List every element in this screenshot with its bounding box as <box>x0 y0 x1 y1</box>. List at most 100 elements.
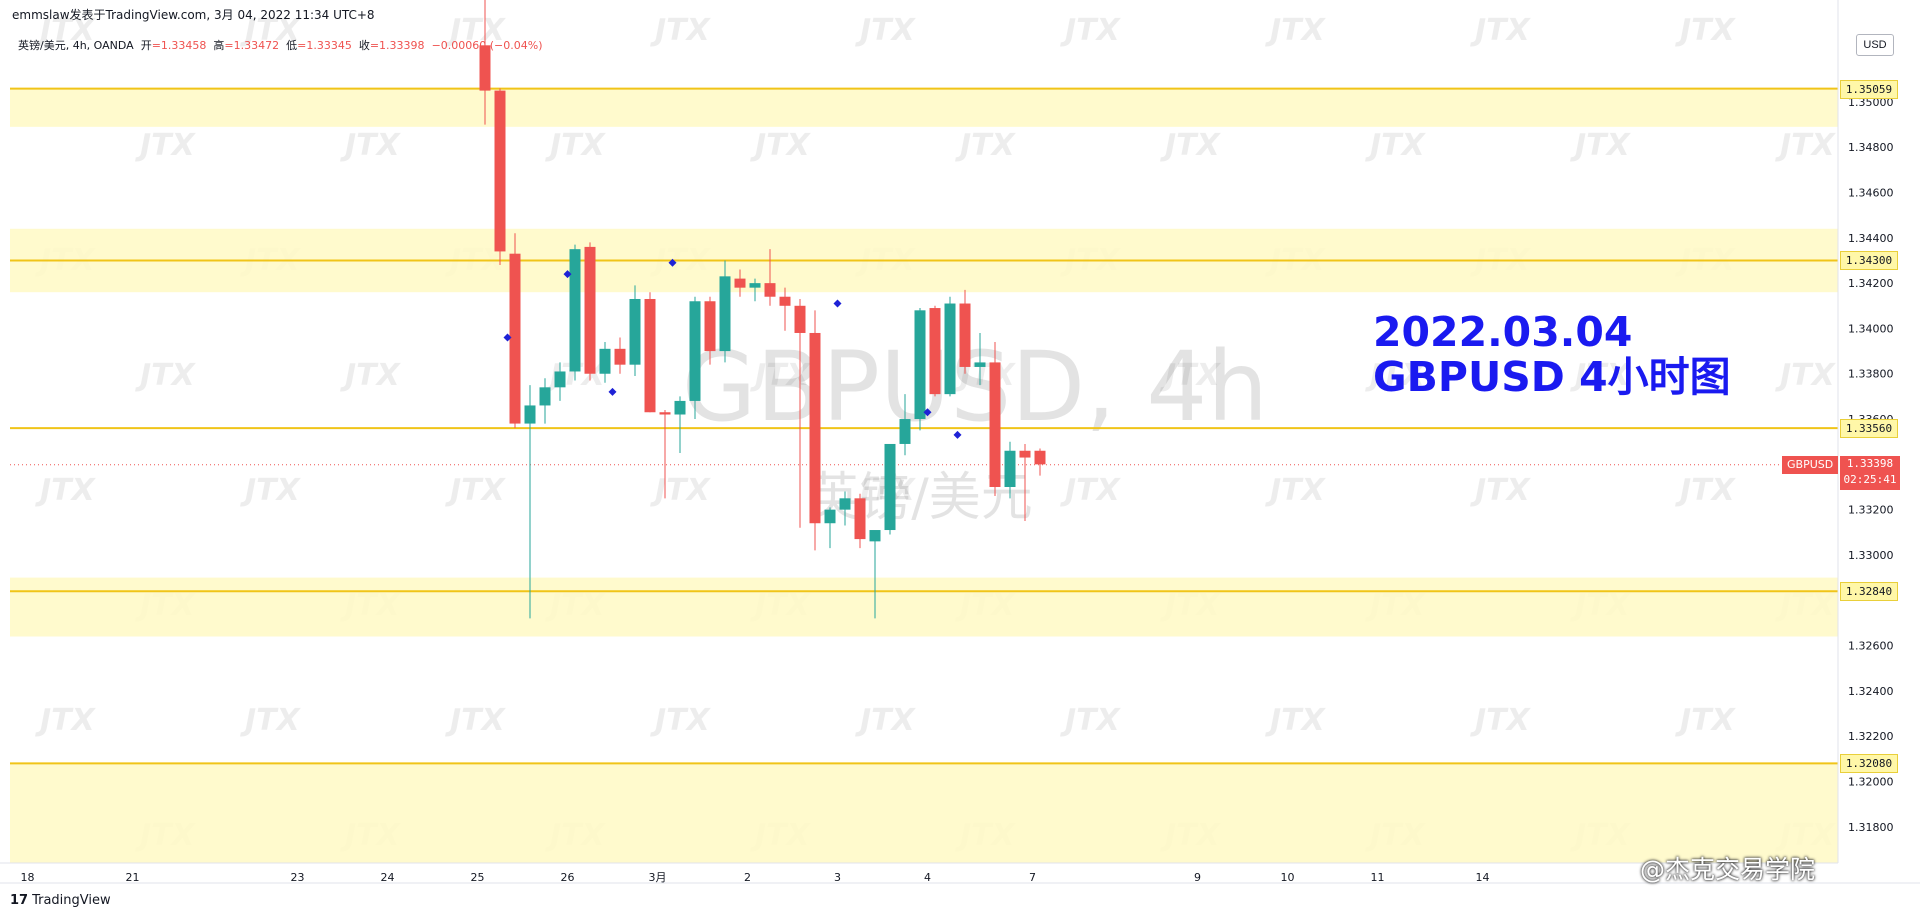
candle-body[interactable] <box>974 362 986 367</box>
candle-body[interactable] <box>599 348 611 374</box>
candle-body[interactable] <box>914 310 926 420</box>
candle-body[interactable] <box>554 371 566 388</box>
level-price-tag: 1.34300 <box>1840 251 1898 271</box>
legend-ohlc: 英镑/美元, 4h, OANDA 开=1.33458 高=1.33472 低=1… <box>18 37 543 53</box>
watermark-brand: JTX <box>1775 358 1837 393</box>
candle-body[interactable] <box>539 387 551 406</box>
watermark-brand: JTX <box>1775 128 1837 163</box>
tradingview-brand[interactable]: 17 TradingView <box>10 893 111 908</box>
candle-body[interactable] <box>899 419 911 444</box>
watermark-brand: JTX <box>340 358 402 393</box>
signal-marker <box>563 270 572 279</box>
tradingview-wordmark: TradingView <box>32 893 111 908</box>
signal-marker <box>503 333 512 342</box>
watermark-brand: JTX <box>445 473 507 508</box>
candle-body[interactable] <box>854 498 866 540</box>
candle-body[interactable] <box>779 296 791 306</box>
candle-body[interactable] <box>569 249 581 372</box>
candle-body[interactable] <box>524 405 536 424</box>
watermark-brand: JTX <box>1675 13 1737 48</box>
watermark-brand: JTX <box>1265 703 1327 738</box>
high-label: 高 <box>213 39 225 52</box>
weibo-credit: @杰克交易学院 <box>1640 855 1816 884</box>
x-tick-label: 24 <box>381 871 395 884</box>
x-tick-label: 26 <box>561 871 575 884</box>
watermark-brand: JTX <box>35 703 97 738</box>
watermark-brand: JTX <box>445 13 507 48</box>
currency-button[interactable]: USD <box>1856 34 1894 56</box>
x-tick-label: 4 <box>924 871 931 884</box>
candle-body[interactable] <box>704 301 716 352</box>
y-tick-label: 1.32400 <box>1848 685 1894 698</box>
candle-body[interactable] <box>629 298 641 365</box>
candle-body[interactable] <box>764 283 776 297</box>
watermark-brand: JTX <box>650 473 712 508</box>
change-value: −0.00060 (−0.04%) <box>431 39 543 52</box>
candle-body[interactable] <box>869 530 881 542</box>
candle-body[interactable] <box>884 443 896 531</box>
level-price-tag: 1.35059 <box>1840 79 1898 99</box>
signal-marker <box>923 408 932 417</box>
x-tick-label: 11 <box>1371 871 1385 884</box>
candle-body[interactable] <box>959 303 971 367</box>
candle-body[interactable] <box>509 253 521 424</box>
watermark-brand: JTX <box>1160 128 1222 163</box>
candle-body[interactable] <box>944 303 956 395</box>
y-tick-label: 1.34800 <box>1848 141 1894 154</box>
watermark-brand: JTX <box>240 473 302 508</box>
candle-body[interactable] <box>989 362 1001 487</box>
watermark-brand: JTX <box>1675 703 1737 738</box>
candle-body[interactable] <box>614 348 626 365</box>
x-tick-label: 25 <box>471 871 485 884</box>
candle-body[interactable] <box>929 308 941 395</box>
x-tick-label: 9 <box>1194 871 1201 884</box>
candle-body[interactable] <box>809 332 821 524</box>
candle-body[interactable] <box>749 283 761 288</box>
watermark-brand: JTX <box>1060 473 1122 508</box>
candle-body[interactable] <box>1004 450 1016 487</box>
candle-body[interactable] <box>839 498 851 510</box>
candle-body[interactable] <box>719 276 731 352</box>
high-value: =1.33472 <box>224 39 280 52</box>
x-tick-label: 18 <box>21 871 35 884</box>
candle-body[interactable] <box>479 45 491 91</box>
watermark-brand: JTX <box>340 128 402 163</box>
watermark-brand: JTX <box>855 13 917 48</box>
candle-body[interactable] <box>1034 450 1046 465</box>
watermark-symbol: GBPUSD, 4h <box>682 331 1268 443</box>
watermark-brand: JTX <box>1470 473 1532 508</box>
candle-body[interactable] <box>584 246 596 374</box>
signal-marker <box>608 387 617 396</box>
watermark-brand: JTX <box>240 13 302 48</box>
annotation-date: 2022.03.04 <box>1373 308 1633 356</box>
symbol-description[interactable]: 英镑/美元, 4h, OANDA <box>18 39 134 52</box>
candle-body[interactable] <box>494 90 506 252</box>
candle-body[interactable] <box>794 305 806 333</box>
candle-body[interactable] <box>734 278 746 288</box>
y-tick-label: 1.34600 <box>1848 187 1894 200</box>
x-tick-label: 3月 <box>649 871 667 884</box>
candle-body[interactable] <box>689 301 701 401</box>
candle-body[interactable] <box>824 509 836 524</box>
tradingview-logo-icon: 17 <box>10 893 29 908</box>
candle-body[interactable] <box>659 412 671 415</box>
watermark-brand: JTX <box>750 128 812 163</box>
watermark-brand: JTX <box>135 128 197 163</box>
candle-body[interactable] <box>674 400 686 415</box>
watermark-brand: JTX <box>650 703 712 738</box>
y-tick-label: 1.35000 <box>1848 96 1894 109</box>
zone-band <box>10 577 1838 637</box>
y-tick-label: 1.34400 <box>1848 232 1894 245</box>
publisher-line: emmslaw发表于TradingView.com, 3月 04, 2022 1… <box>12 8 375 22</box>
watermark-brand: JTX <box>650 13 712 48</box>
watermark-brand: JTX <box>545 128 607 163</box>
candle-body[interactable] <box>644 298 656 413</box>
y-tick-label: 1.34200 <box>1848 277 1894 290</box>
x-tick-label: 23 <box>291 871 305 884</box>
x-tick-label: 7 <box>1029 871 1036 884</box>
candle-body[interactable] <box>1019 450 1031 458</box>
bar-countdown: 02:25:41 <box>1843 472 1897 486</box>
annotation-title: GBPUSD 4小时图 <box>1373 353 1731 401</box>
watermark-brand: JTX <box>1060 13 1122 48</box>
